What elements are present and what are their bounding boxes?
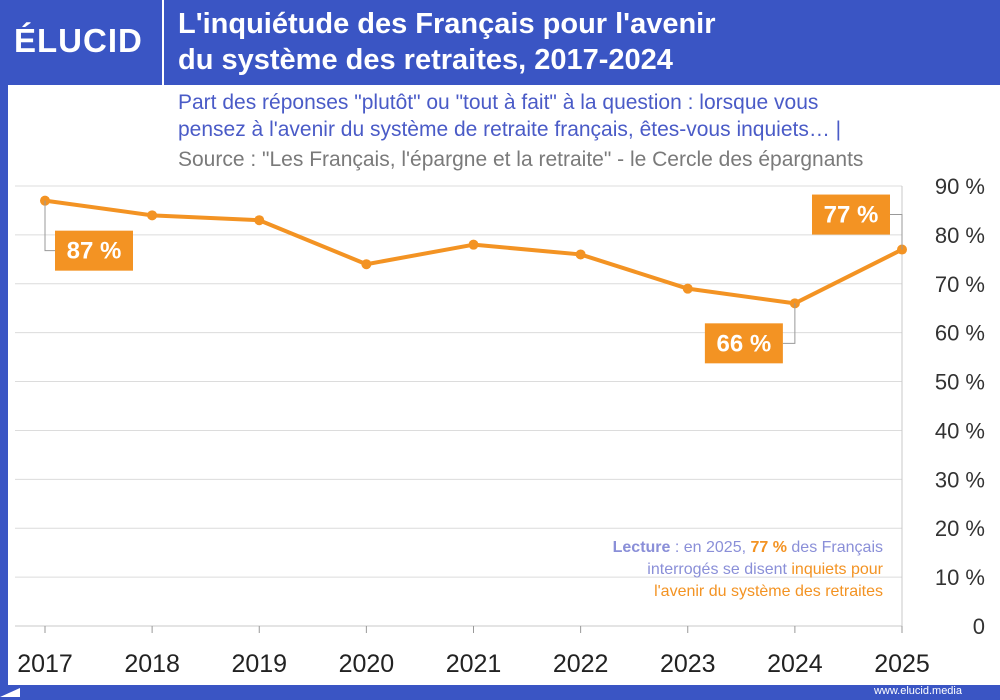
y-tick-label: 60 % [935,321,985,346]
annotation-leader [782,303,796,344]
y-tick-label: 30 % [935,467,985,492]
chart-title: L'inquiétude des Français pour l'avenir … [178,6,978,78]
series-line [44,198,903,306]
y-tick-label: 0 [973,614,985,639]
x-tick-label: 2021 [446,650,502,678]
annotation-box [812,194,890,235]
y-tick-label: 40 % [935,418,985,443]
data-point [254,215,265,226]
y-tick-label: 70 % [935,272,985,297]
annotation-label: 77 % [824,202,879,229]
data-point [147,210,158,221]
footer: www.elucid.media [0,685,1000,700]
x-tick-label: 2020 [339,650,395,678]
y-tick-label: 10 % [935,565,985,590]
header-divider [162,0,164,85]
elucid-logo: ÉLUCID [14,22,143,59]
x-tick-label: 2018 [124,650,180,678]
subtitle-line-1: Part des réponses "plutôt" ou "tout à fa… [178,91,819,114]
chart-subtitle: Part des réponses "plutôt" ou "tout à fa… [178,89,993,143]
annotation-leader [44,200,55,252]
y-tick-label: 80 % [935,223,985,248]
annotation-label: 66 % [717,330,772,357]
chart-source: Source : "Les Français, l'épargne et la … [178,148,864,171]
data-point [682,283,693,294]
x-tick-label: 2023 [660,650,716,678]
lecture-value: 77 % [750,539,787,556]
data-point [361,259,372,270]
x-tick-label: 2019 [231,650,287,678]
reading-note: Lecture : en 2025, 77 % des Français int… [520,537,883,603]
chart-panel [8,85,1000,685]
subtitle-line-2: pensez à l'avenir du système de retraite… [178,118,842,141]
x-tick-label: 2017 [17,650,73,678]
header: ÉLUCID L'inquiétude des Français pour l'… [0,0,1000,85]
y-tick-label: 20 % [935,516,985,541]
annotation-box [55,230,133,271]
x-tick-label: 2022 [553,650,609,678]
title-line-2: du système des retraites, 2017-2024 [178,44,673,76]
data-point [575,249,586,260]
lecture-line3: l'avenir du système des retraites [654,583,883,600]
data-point [468,239,479,250]
lecture-line2b: inquiets pour [791,561,883,578]
lecture-line2a: interrogés se disent [647,561,792,578]
annotation-label: 87 % [67,238,122,265]
x-tick-label: 2025 [874,650,930,678]
lecture-label: Lecture [612,539,671,556]
x-tick-label: 2024 [767,650,823,678]
title-line-1: L'inquiétude des Français pour l'avenir [178,8,716,40]
lecture-part2: des Français [786,539,883,556]
lecture-part1: : en 2025, [670,539,751,556]
annotation-leader [890,214,903,250]
y-tick-label: 50 % [935,370,985,395]
annotation-box [704,323,783,364]
y-tick-label: 90 % [935,174,985,199]
brand-arrow-icon [0,688,20,697]
footer-url: www.elucid.media [873,685,962,697]
